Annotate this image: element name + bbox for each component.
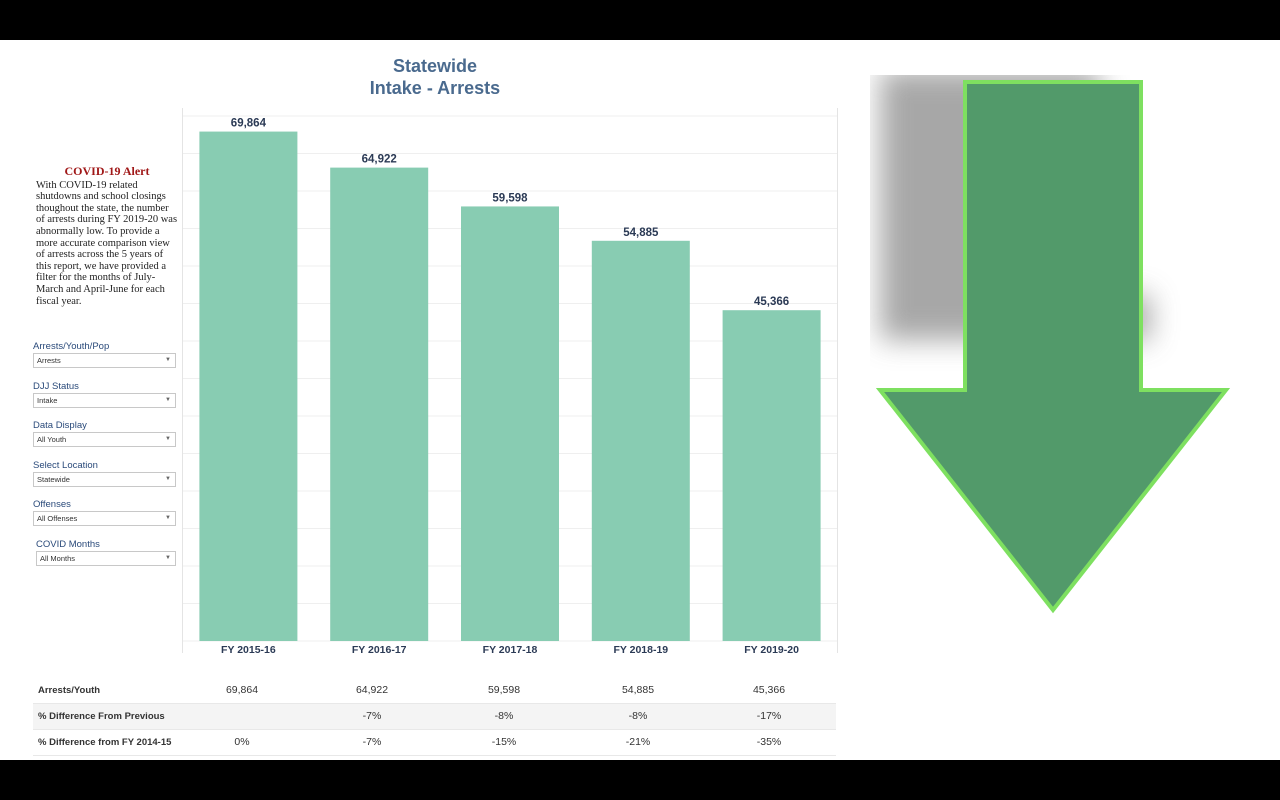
- bar-fy-2015-16[interactable]: [199, 131, 298, 641]
- table-row: % Difference from FY 2014-15 0% -7% -15%…: [33, 730, 836, 756]
- covid-alert: COVID-19 Alert With COVID-19 related shu…: [36, 164, 178, 307]
- filter-label: Offenses: [33, 499, 71, 510]
- table-cell: 69,864: [225, 684, 259, 696]
- bar-chart: 69,864 FY 2015-16 64,922 FY 2016-17 59,598 FY…: [182, 108, 838, 653]
- data-label: 64,922: [362, 154, 397, 166]
- table-cell: 0%: [234, 736, 250, 748]
- table-cell: -8%: [628, 710, 648, 722]
- table-row: % Difference From Previous -7% -8% -8% -…: [33, 704, 836, 730]
- bar-fy-2018-19[interactable]: [591, 240, 690, 641]
- table-cell: 59,598: [487, 684, 521, 696]
- filter-dropdown[interactable]: Intake ▼: [33, 392, 176, 408]
- table-cell: 64,922: [355, 684, 389, 696]
- filter-value: Intake: [37, 395, 58, 405]
- filter-dropdown[interactable]: Arrests ▼: [33, 353, 176, 368]
- data-label: 45,366: [754, 296, 789, 308]
- table-cell: -21%: [625, 736, 651, 748]
- filter-dropdown[interactable]: All Offenses ▼: [33, 511, 176, 526]
- alert-body: With COVID-19 related shutdowns and scho…: [36, 179, 178, 307]
- filter-dropdown[interactable]: Statewide ▼: [33, 471, 176, 487]
- data-label: 54,885: [623, 227, 659, 239]
- row-label: % Difference From Previous: [38, 711, 165, 722]
- data-label: 59,598: [492, 192, 528, 204]
- table-cell: -7%: [362, 710, 382, 722]
- bar-chart-svg: 69,864 FY 2015-16 64,922 FY 2016-17 59,598 FY…: [183, 115, 837, 653]
- bar-fy-2016-17[interactable]: [330, 167, 429, 641]
- filter-value: Statewide: [37, 474, 70, 484]
- alert-heading: COVID-19 Alert: [64, 164, 150, 178]
- x-tick-label: FY 2015-16: [221, 644, 276, 653]
- arrow-shape: [875, 80, 1231, 614]
- x-tick-label: FY 2016-17: [352, 644, 407, 653]
- table-cell: -35%: [756, 736, 782, 748]
- table-cell: -7%: [362, 736, 382, 748]
- filter-value: All Months: [40, 553, 76, 563]
- table-row: Arrests/Youth 69,864 64,922 59,598 54,88…: [33, 678, 836, 704]
- table-cell: -17%: [756, 710, 782, 722]
- x-tick-label: FY 2017-18: [483, 644, 538, 653]
- row-label: % Difference from FY 2014-15: [38, 737, 172, 748]
- filter-dropdown[interactable]: All Months ▼: [36, 550, 176, 566]
- bar-fy-2019-20[interactable]: [722, 310, 821, 641]
- chevron-down-icon: ▼: [165, 436, 171, 442]
- filter-value: Arrests: [37, 356, 61, 365]
- down-arrow-icon: [875, 75, 1231, 614]
- row-label: Arrests/Youth: [38, 685, 101, 696]
- filter-dropdown[interactable]: All Youth ▼: [33, 432, 176, 447]
- filter-value: All Offenses: [37, 514, 78, 523]
- filter-covid-months: COVID Months All Months ▼: [33, 538, 176, 578]
- x-tick-label: FY 2019-20: [744, 644, 799, 653]
- filter-data-display: Data Display All Youth ▼: [33, 419, 176, 459]
- table-cell: 45,366: [752, 684, 786, 696]
- filter-arrests-youth-pop: Arrests/Youth/Pop Arrests ▼: [33, 340, 176, 380]
- chevron-down-icon: ▼: [165, 515, 171, 521]
- chart-title-line1: Statewide: [392, 56, 478, 76]
- filter-panel: Arrests/Youth/Pop Arrests ▼ DJJ Status In…: [33, 340, 176, 577]
- table-cell: 54,885: [621, 684, 655, 696]
- filter-value: All Youth: [37, 435, 67, 444]
- filter-select-location: Select Location Statewide ▼: [33, 459, 176, 499]
- dashboard-canvas: Statewide Intake - Arrests COVID-19 Aler…: [0, 40, 1280, 760]
- x-tick-label: FY 2018-19: [613, 644, 668, 653]
- filter-label: COVID Months: [36, 538, 100, 550]
- chevron-down-icon: ▼: [165, 357, 171, 363]
- filter-djj-status: DJJ Status Intake ▼: [33, 380, 176, 420]
- chart-title-line2: Intake - Arrests: [369, 78, 501, 98]
- bar-fy-2017-18[interactable]: [461, 206, 559, 641]
- table-cell: -8%: [494, 710, 514, 722]
- filter-offenses: Offenses All Offenses ▼: [33, 498, 176, 538]
- filter-label: Data Display: [33, 420, 87, 431]
- chevron-down-icon: ▼: [165, 475, 171, 482]
- chevron-down-icon: ▼: [165, 396, 171, 403]
- table-cell: -15%: [491, 736, 517, 748]
- data-label: 69,864: [231, 118, 267, 130]
- filter-label: DJJ Status: [33, 380, 79, 392]
- summary-table: Arrests/Youth 69,864 64,922 59,598 54,88…: [33, 678, 836, 756]
- chevron-down-icon: ▼: [165, 554, 171, 561]
- filter-label: Arrests/Youth/Pop: [33, 341, 110, 352]
- filter-label: Select Location: [33, 459, 98, 471]
